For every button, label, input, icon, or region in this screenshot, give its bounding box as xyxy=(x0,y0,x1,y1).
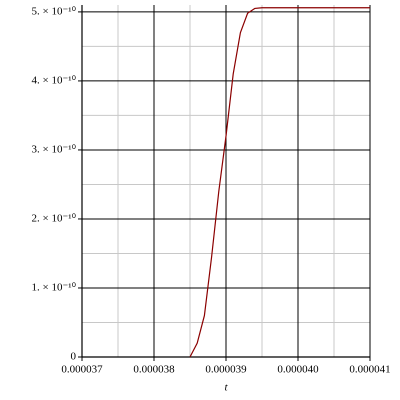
y-tick-label: 4. × 10⁻¹⁰ xyxy=(32,74,77,86)
y-tick-label: 1. × 10⁻¹⁰ xyxy=(32,282,77,294)
y-tick-label: 5. × 10⁻¹⁰ xyxy=(32,5,77,17)
line xyxy=(189,7,370,358)
x-axis-label: t xyxy=(224,382,228,394)
y-tick-label: 0 xyxy=(71,351,77,363)
y-tick-label: 2. × 10⁻¹⁰ xyxy=(32,212,77,224)
x-tick-label: 0.000039 xyxy=(205,364,247,376)
x-tick-label: 0.000040 xyxy=(277,364,319,376)
x-tick-label: 0.000041 xyxy=(349,364,390,376)
x-tick-label: 0.000038 xyxy=(133,364,175,376)
y-tick-label: 3. × 10⁻¹⁰ xyxy=(32,143,77,155)
x-tick-label: 0.000037 xyxy=(61,364,103,376)
